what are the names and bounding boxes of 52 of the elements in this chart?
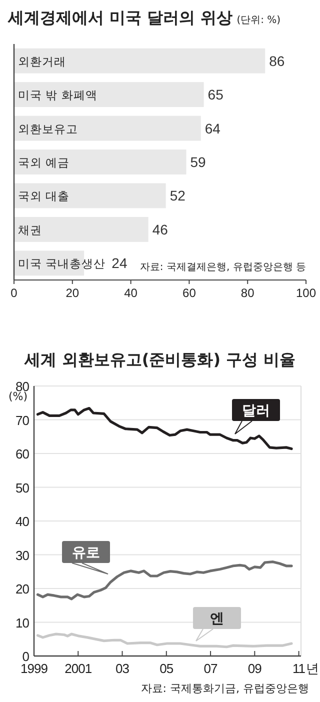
x-tick-label: 09 (248, 661, 262, 676)
y-tick-label: 40 (16, 514, 30, 529)
data-label: 24 (112, 255, 128, 272)
y-tick-label: 외환거래 (18, 54, 66, 68)
series-label: 달러 (242, 403, 270, 419)
y-tick-label: 70 (16, 412, 30, 428)
chart-title: 세계경제에서 미국 달러의 위상 (7, 8, 233, 27)
x-axis-title: 년 (306, 662, 320, 677)
data-label: 64 (204, 120, 221, 136)
series-label: 엔 (210, 611, 224, 627)
series-label: 유로 (72, 545, 100, 561)
x-tick-label: 1999 (20, 661, 48, 676)
x-tick-label: 11 (292, 661, 306, 676)
data-label: 46 (152, 221, 168, 238)
x-tick-label: 05 (160, 661, 174, 676)
y-tick-label: 외환보유고 (18, 122, 78, 136)
text: 자료: 국제통화기금, 유럽중앙은행 (140, 682, 309, 695)
x-tick-label: 40 (124, 286, 138, 300)
bar (14, 216, 148, 242)
x-tick-label: 100 (296, 286, 316, 300)
data-label: 86 (269, 52, 285, 69)
y-tick-label: 국외 예금 (18, 156, 70, 170)
y-tick-label: 10 (16, 615, 30, 630)
y-tick-label: 60 (16, 446, 30, 462)
y-tick-label: 0 (22, 649, 30, 664)
y-tick-label: 미국 국내총생산 (18, 256, 106, 271)
y-tick-label: 50 (16, 480, 30, 496)
y-tick-label: 20 (16, 582, 30, 596)
line-series (36, 560, 293, 600)
y-tick-label: 미국 밖 화폐액 (18, 88, 98, 102)
x-tick-label: 20 (66, 286, 80, 300)
x-tick-label: 03 (116, 661, 130, 676)
x-tick-label: 60 (182, 286, 196, 300)
data-label: 65 (208, 86, 224, 103)
x-tick-label: 07 (204, 661, 218, 676)
y-tick-label: 30 (16, 548, 30, 563)
bar (14, 82, 204, 108)
chart-subtitle: (단위: %) (236, 15, 281, 26)
data-label: 52 (170, 188, 186, 204)
line-series (36, 632, 293, 648)
data-label: 59 (190, 154, 206, 170)
bar (14, 48, 266, 74)
chart-title: 세계 외환보유고(준비통화) 구성 비율 (23, 350, 296, 369)
x-tick-label: 2001 (64, 661, 92, 676)
bar (14, 150, 186, 174)
y-tick-label: 국외 대출 (18, 189, 70, 204)
x-tick-label: 80 (240, 286, 255, 300)
bar (14, 183, 166, 208)
y-axis-title: (%) (8, 390, 28, 403)
y-tick-label: 채권 (18, 222, 42, 237)
annotation: 자료: 국제결제은행, 유럽중앙은행 등 (140, 262, 306, 273)
bar (14, 116, 201, 141)
